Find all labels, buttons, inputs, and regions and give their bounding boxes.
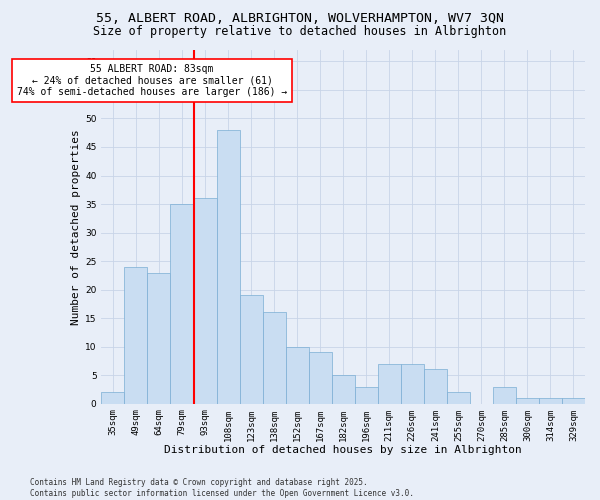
Text: 55, ALBERT ROAD, ALBRIGHTON, WOLVERHAMPTON, WV7 3QN: 55, ALBERT ROAD, ALBRIGHTON, WOLVERHAMPT… bbox=[96, 12, 504, 26]
Bar bbox=[332, 375, 355, 404]
Bar bbox=[493, 386, 516, 404]
Bar bbox=[355, 386, 378, 404]
Bar bbox=[239, 296, 263, 404]
Bar bbox=[539, 398, 562, 404]
Bar bbox=[101, 392, 124, 404]
Bar bbox=[286, 346, 308, 404]
Y-axis label: Number of detached properties: Number of detached properties bbox=[71, 129, 81, 324]
Bar bbox=[263, 312, 286, 404]
Text: 55 ALBERT ROAD: 83sqm
← 24% of detached houses are smaller (61)
74% of semi-deta: 55 ALBERT ROAD: 83sqm ← 24% of detached … bbox=[17, 64, 287, 98]
Bar bbox=[170, 204, 194, 404]
Bar bbox=[562, 398, 585, 404]
Bar bbox=[124, 267, 148, 404]
Bar bbox=[447, 392, 470, 404]
Bar bbox=[378, 364, 401, 404]
Text: Contains HM Land Registry data © Crown copyright and database right 2025.
Contai: Contains HM Land Registry data © Crown c… bbox=[30, 478, 414, 498]
Bar bbox=[424, 370, 447, 404]
Text: Size of property relative to detached houses in Albrighton: Size of property relative to detached ho… bbox=[94, 25, 506, 38]
Bar bbox=[516, 398, 539, 404]
Bar bbox=[194, 198, 217, 404]
Bar bbox=[217, 130, 239, 404]
X-axis label: Distribution of detached houses by size in Albrighton: Distribution of detached houses by size … bbox=[164, 445, 522, 455]
Bar bbox=[148, 272, 170, 404]
Bar bbox=[401, 364, 424, 404]
Bar bbox=[308, 352, 332, 404]
